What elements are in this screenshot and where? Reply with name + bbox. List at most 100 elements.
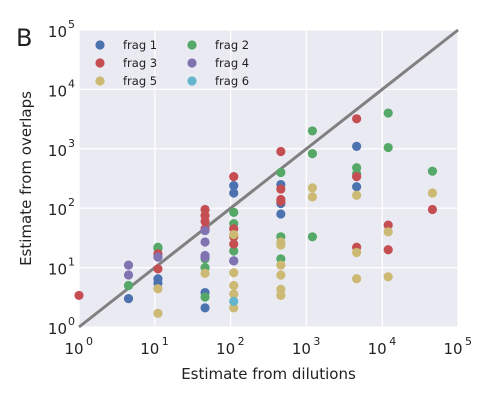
data-point xyxy=(307,183,318,193)
data-point xyxy=(200,303,210,313)
series-frag-5 xyxy=(153,183,438,318)
y-tick-exponent: 1 xyxy=(68,256,75,269)
data-point xyxy=(229,181,239,191)
data-point xyxy=(229,268,239,278)
legend-label: frag 2 xyxy=(215,38,249,52)
legend-item: frag 1 xyxy=(95,38,157,52)
data-point xyxy=(200,216,210,226)
data-point xyxy=(153,242,163,252)
y-tick-exponent: 3 xyxy=(68,137,75,150)
data-point xyxy=(229,256,239,266)
data-point xyxy=(153,264,163,274)
x-tick-exponent: 3 xyxy=(313,335,320,348)
data-point xyxy=(383,108,393,118)
x-tick-exponent: 1 xyxy=(162,335,169,348)
data-point xyxy=(383,220,393,230)
y-tick-exponent: 4 xyxy=(68,77,75,90)
data-point xyxy=(229,229,239,240)
y-axis-title: Estimate from overlaps xyxy=(17,91,35,266)
data-point xyxy=(276,270,286,280)
x-tick-exponent: 2 xyxy=(238,335,245,348)
data-point xyxy=(352,274,362,284)
data-point xyxy=(307,149,318,159)
x-tick-label: 10 xyxy=(140,340,159,358)
legend-marker xyxy=(187,40,197,50)
data-point xyxy=(383,227,393,237)
data-point xyxy=(153,274,163,284)
y-tick-label: 10 xyxy=(48,142,67,160)
legend-label: frag 4 xyxy=(215,56,249,70)
x-tick-label: 10 xyxy=(443,340,462,358)
x-tick-exponent: 5 xyxy=(465,335,472,348)
data-point xyxy=(276,146,286,157)
x-tick-label: 10 xyxy=(216,340,235,358)
data-point xyxy=(307,126,318,136)
x-axis-ticks: 10 0 10 1 10 2 10 3 10 4 10 5 xyxy=(64,335,472,358)
data-point xyxy=(153,308,163,318)
series-frag-4 xyxy=(123,225,239,280)
data-point xyxy=(229,239,239,249)
data-point xyxy=(200,250,210,261)
y-tick-label: 10 xyxy=(48,261,67,279)
data-point xyxy=(229,280,239,291)
legend-label: frag 6 xyxy=(215,74,249,88)
data-point xyxy=(153,284,163,294)
data-point xyxy=(229,246,239,256)
data-point xyxy=(229,303,239,313)
data-point xyxy=(123,280,134,291)
data-point xyxy=(229,188,239,198)
data-point xyxy=(383,272,393,282)
data-point xyxy=(352,190,362,200)
x-tick-label: 10 xyxy=(368,340,387,358)
data-point xyxy=(383,142,393,153)
x-tick-exponent: 4 xyxy=(389,335,396,348)
data-point xyxy=(352,172,362,182)
legend: frag 1 frag 2 frag 3 frag 4 frag 5 frag 6 xyxy=(95,38,249,88)
legend-item: frag 2 xyxy=(187,38,249,52)
data-point xyxy=(200,292,210,302)
legend-item: frag 5 xyxy=(95,74,157,88)
y-tick-exponent: 5 xyxy=(68,18,75,31)
x-axis-title: Estimate from dilutions xyxy=(181,365,356,383)
legend-label: frag 5 xyxy=(123,74,157,88)
legend-item: frag 4 xyxy=(187,56,249,70)
data-point xyxy=(229,296,239,306)
data-point xyxy=(276,209,286,219)
identity-line xyxy=(78,28,459,329)
data-point xyxy=(229,207,239,217)
y-tick-label: 10 xyxy=(48,82,67,100)
legend-item: frag 3 xyxy=(95,56,157,70)
identity-reference-line xyxy=(78,28,459,329)
data-point xyxy=(276,284,286,294)
data-point xyxy=(383,245,393,255)
x-tick-exponent: 0 xyxy=(86,335,93,348)
data-point xyxy=(276,184,286,194)
data-point xyxy=(352,114,362,124)
data-point xyxy=(123,260,134,270)
y-tick-label: 10 xyxy=(48,23,67,41)
data-point xyxy=(276,237,286,247)
data-point xyxy=(427,188,438,198)
legend-marker xyxy=(95,76,105,86)
data-point xyxy=(153,252,163,262)
legend-marker xyxy=(95,58,105,68)
data-point xyxy=(352,141,362,151)
y-tick-exponent: 0 xyxy=(68,315,75,328)
data-point xyxy=(307,232,318,242)
legend-marker xyxy=(187,58,197,68)
legend-marker xyxy=(95,40,105,50)
data-point xyxy=(427,204,438,215)
legend-label: frag 1 xyxy=(123,38,157,52)
y-tick-exponent: 2 xyxy=(68,196,75,209)
data-point xyxy=(123,270,134,280)
legend-label: frag 3 xyxy=(123,56,157,70)
data-point xyxy=(427,166,438,176)
y-tick-label: 10 xyxy=(48,201,67,219)
data-point xyxy=(352,247,362,258)
data-point xyxy=(307,192,318,202)
data-point xyxy=(276,167,286,178)
data-point xyxy=(352,182,362,192)
data-point xyxy=(123,294,134,304)
